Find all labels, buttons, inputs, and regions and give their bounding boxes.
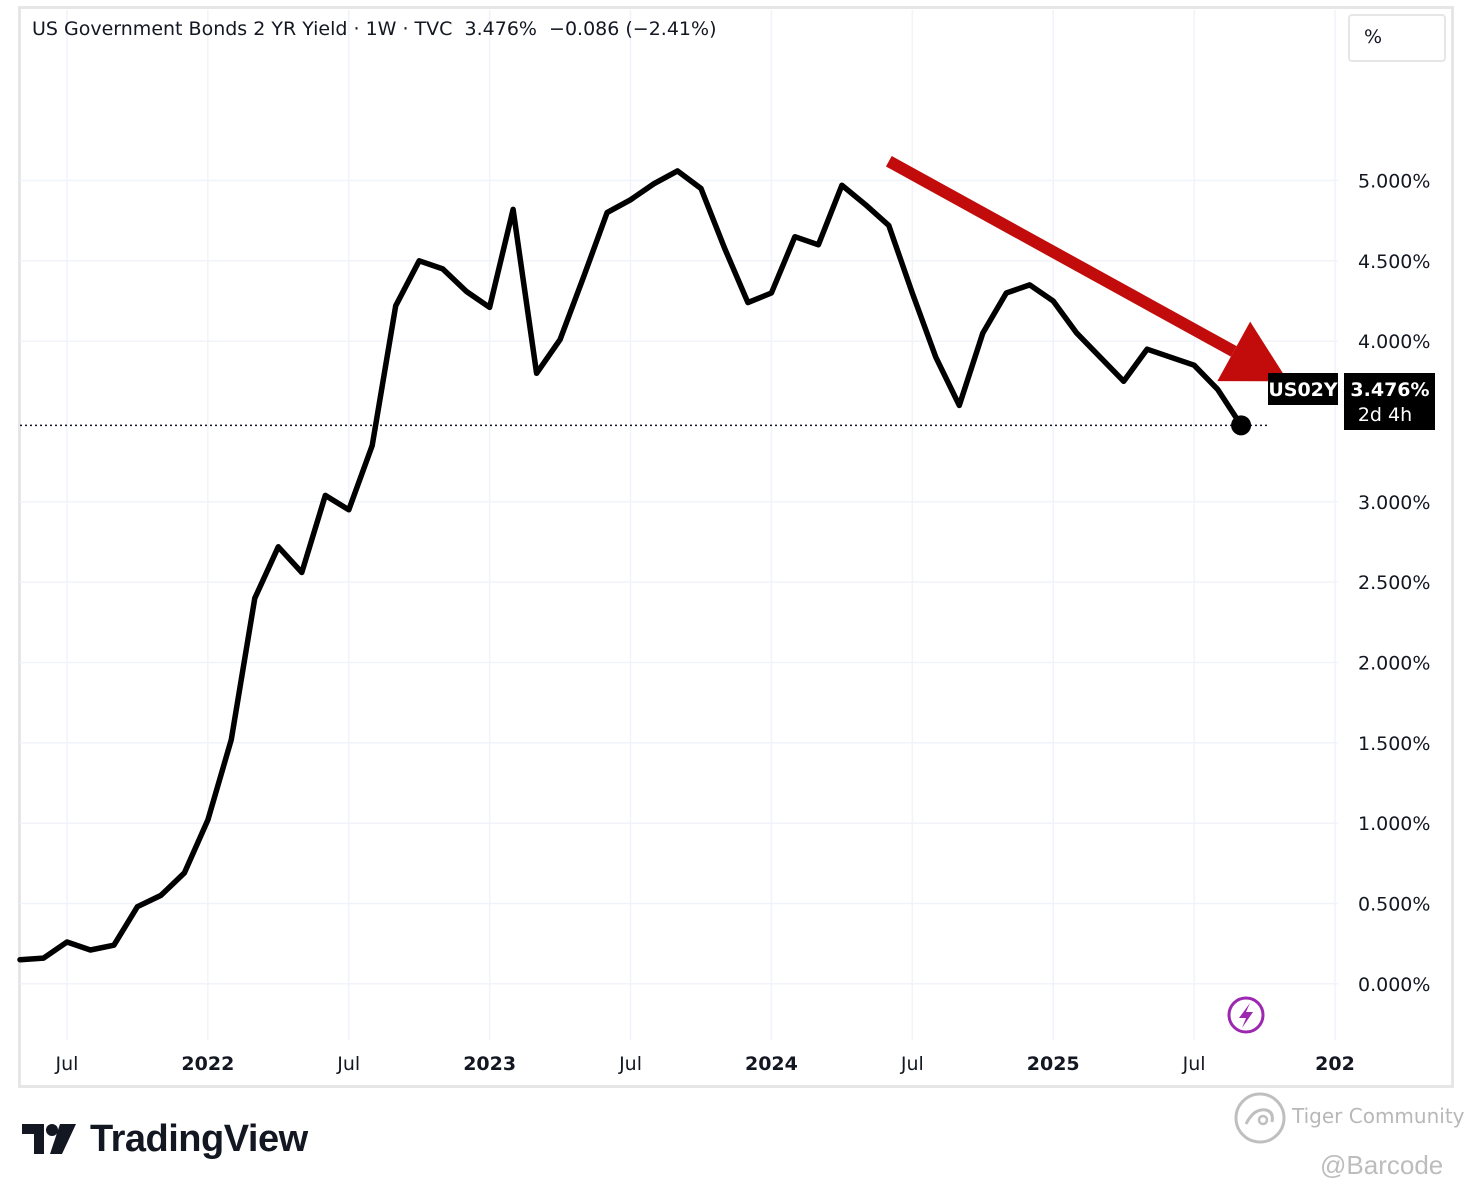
price-tag: US02Y 3.476% 2d 4h <box>1268 373 1435 430</box>
y-tick-label: 0.500% <box>1358 893 1430 915</box>
lightning-icon[interactable] <box>1227 996 1265 1034</box>
y-tick-label: 5.000% <box>1358 170 1430 192</box>
y-tick-label: 2.000% <box>1358 652 1430 674</box>
tradingview-logo-icon[interactable] <box>22 1122 78 1156</box>
x-axis[interactable]: Jul 2022 Jul 2023 Jul 2024 Jul 2025 Jul 202 <box>54 1053 1354 1075</box>
watermark-community: Tiger Community <box>1232 1090 1465 1150</box>
brand-name: TradingView <box>90 1118 308 1160</box>
y-tick-label: 0.000% <box>1358 974 1430 996</box>
x-tick-label: 2024 <box>745 1053 798 1075</box>
y-tick-label: 4.500% <box>1358 251 1430 273</box>
y-tick-label: 4.000% <box>1358 331 1430 353</box>
symbol-tag-bg <box>1268 373 1338 405</box>
countdown-label: 2d 4h <box>1358 404 1412 426</box>
x-tick-label: Jul <box>900 1053 924 1075</box>
trend-arrow-annotation[interactable] <box>885 155 1289 382</box>
value-tag-label: 3.476% <box>1350 379 1429 401</box>
y-tick-label: 3.000% <box>1358 492 1430 514</box>
tiger-community-icon <box>1234 1092 1286 1144</box>
value-tag-bg <box>1344 373 1435 430</box>
x-tick-label: Jul <box>336 1053 360 1075</box>
grid-layer <box>20 10 1338 1040</box>
y-tick-label: 1.500% <box>1358 733 1430 755</box>
arrow-shaft <box>885 155 1237 357</box>
chart-header-title: US Government Bonds 2 YR Yield · 1W · TV… <box>32 18 717 40</box>
chart-frame <box>18 6 1454 1088</box>
x-tick-label: 2023 <box>463 1053 516 1075</box>
x-tick-label: Jul <box>618 1053 642 1075</box>
x-tick-label: Jul <box>1182 1053 1206 1075</box>
x-tick-label: 202 <box>1315 1053 1355 1075</box>
symbol-tag-label: US02Y <box>1268 379 1338 401</box>
unit-button[interactable]: % <box>1348 14 1446 62</box>
y-tick-label: 2.500% <box>1358 572 1430 594</box>
author-handle: @Barcode <box>1320 1150 1444 1180</box>
y-axis[interactable]: 0.000% 0.500% 1.000% 1.500% 2.000% 2.500% 3.00… <box>1358 170 1430 995</box>
unit-label: % <box>1364 26 1383 48</box>
last-point-marker <box>1231 415 1252 436</box>
arrow-head <box>1217 321 1289 382</box>
x-tick-label: Jul <box>54 1053 78 1075</box>
y-tick-label: 1.000% <box>1358 813 1430 835</box>
series-line-us02y[interactable] <box>17 168 1244 963</box>
x-tick-label: 2022 <box>181 1053 234 1075</box>
community-label: Tiger Community <box>1292 1104 1465 1128</box>
x-tick-label: 2025 <box>1027 1053 1080 1075</box>
